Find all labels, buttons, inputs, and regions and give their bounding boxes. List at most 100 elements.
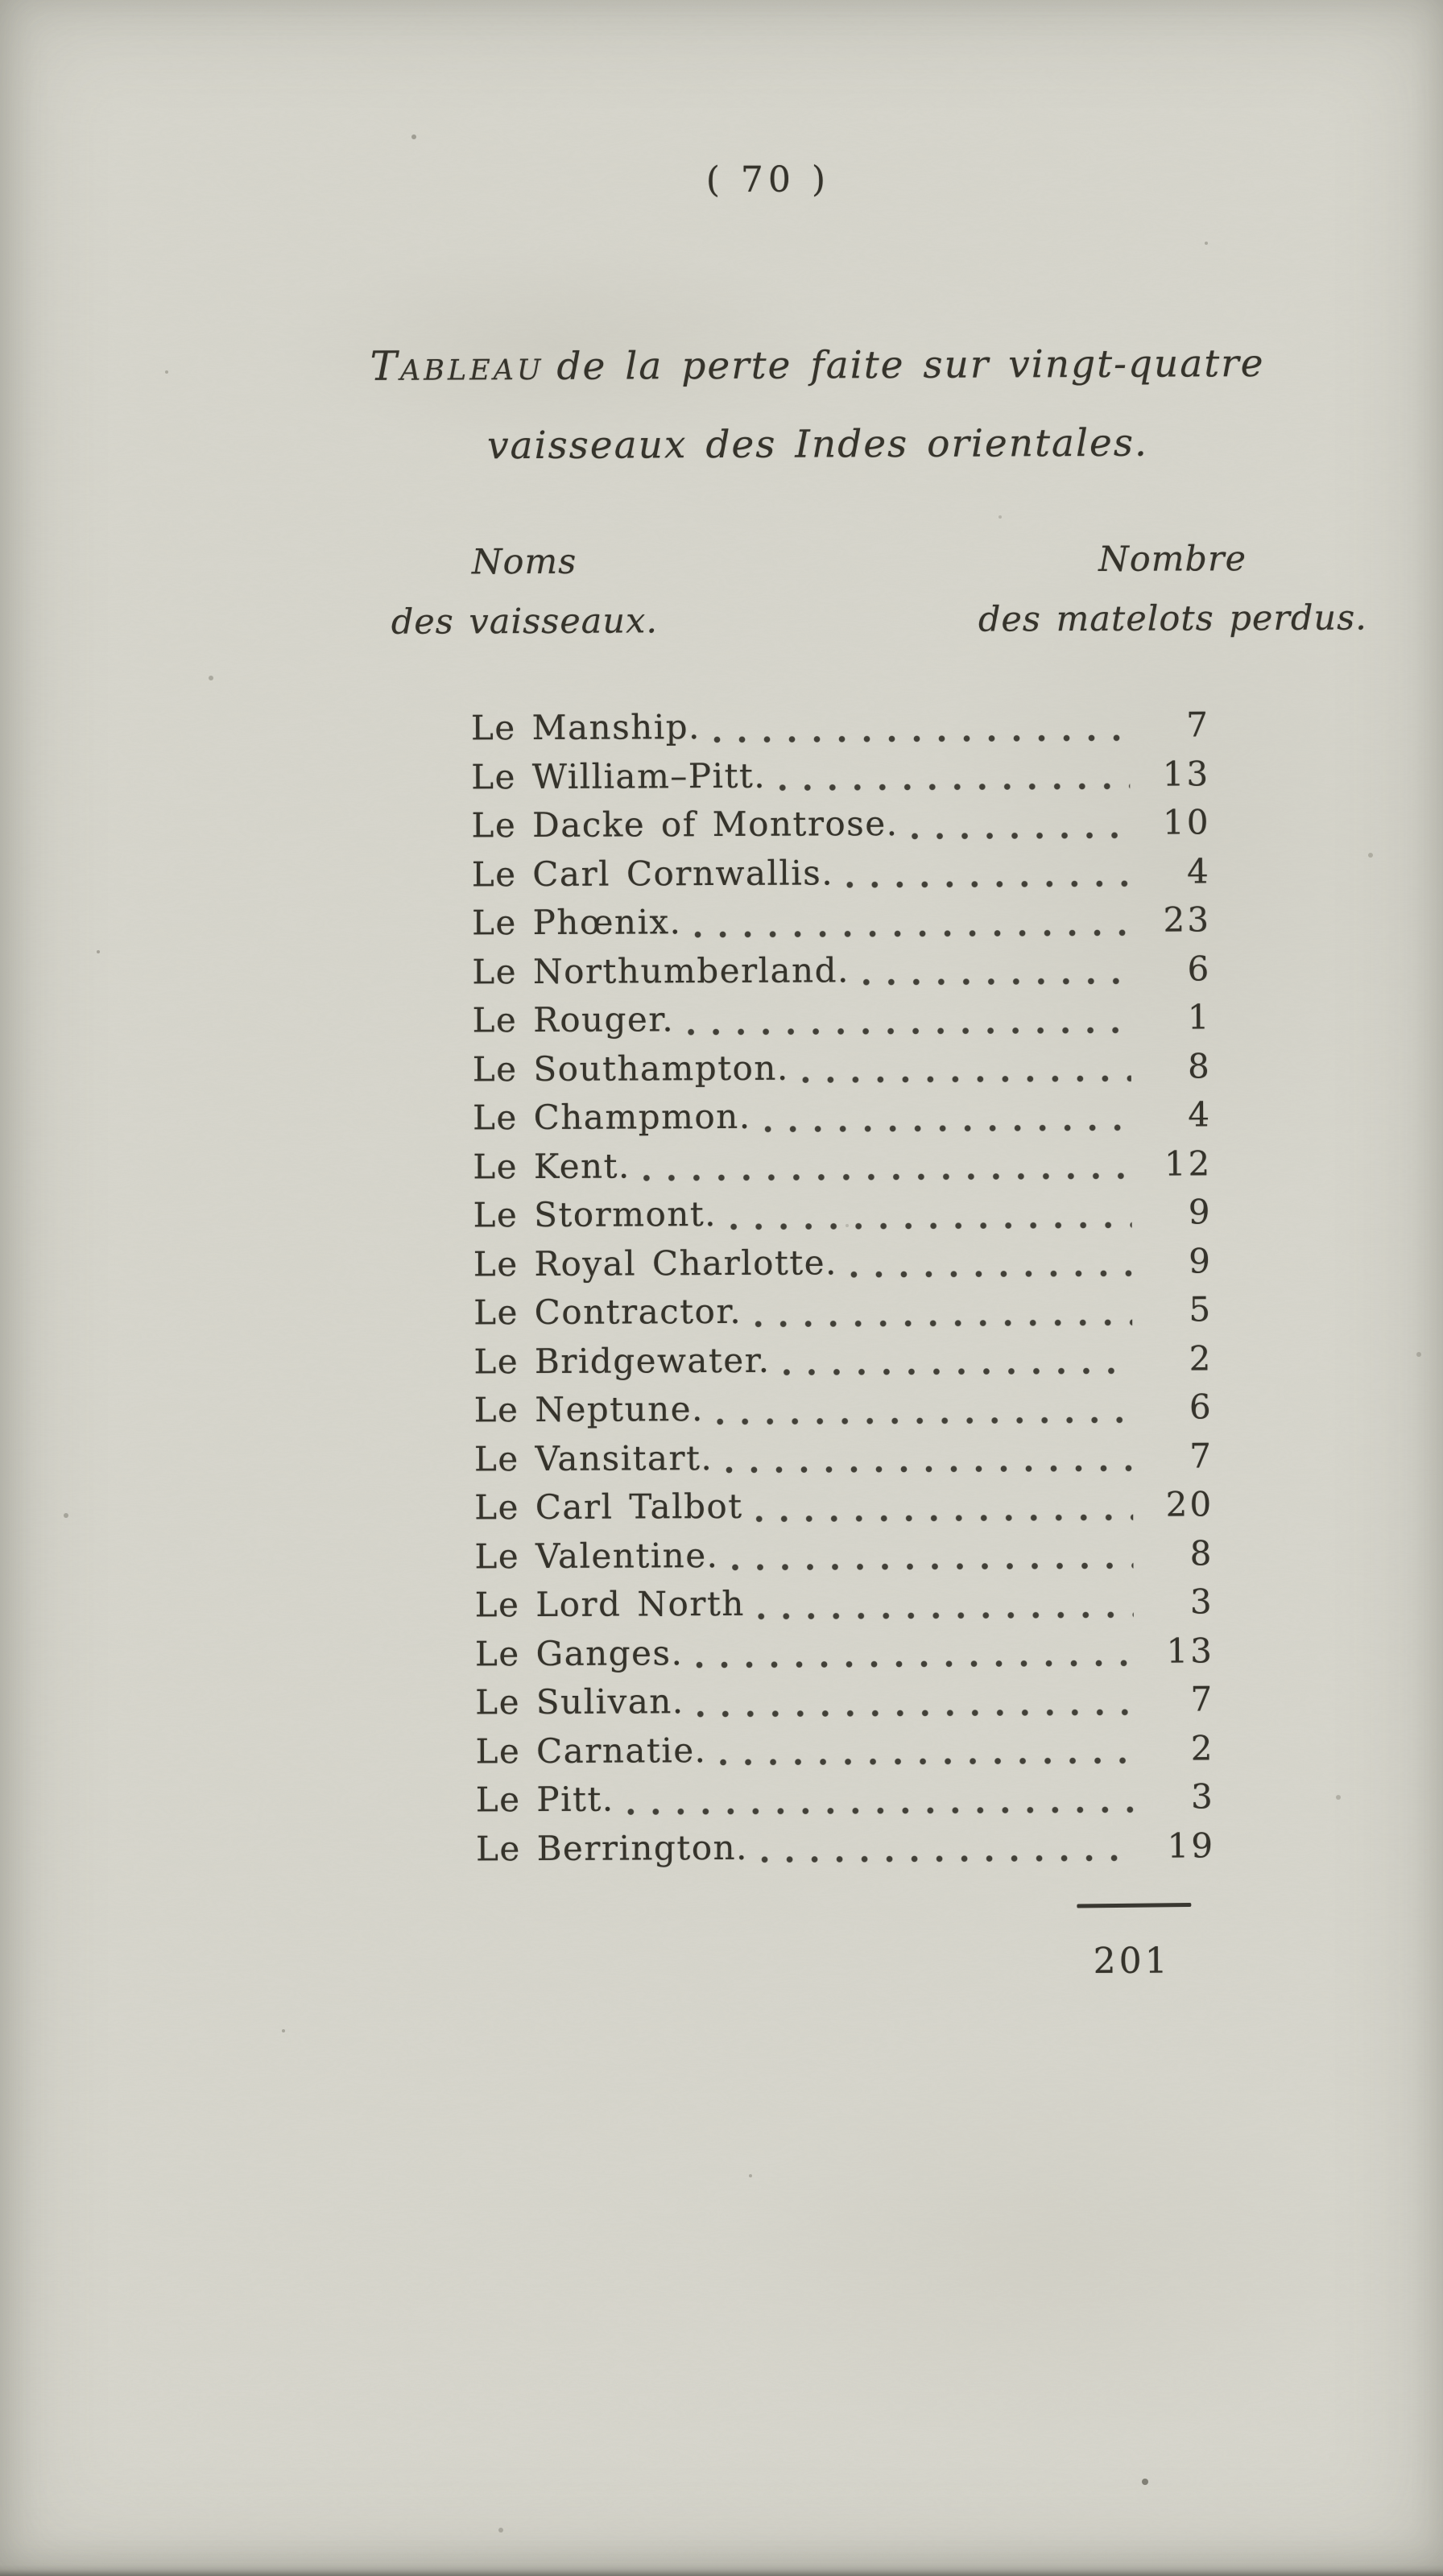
dotted-leader xyxy=(783,1367,1133,1376)
table-row: Le William–Pitt. 13 xyxy=(471,754,1210,806)
table-row: Le Neptune. 6 xyxy=(474,1387,1214,1439)
dotted-leader xyxy=(713,734,1131,743)
ship-name: Le Dacke of Montrose. xyxy=(471,804,899,846)
table-row: Le Kent. 12 xyxy=(473,1143,1212,1196)
dotted-leader xyxy=(643,1172,1132,1182)
ship-value: 7 xyxy=(1190,1679,1215,1719)
total-value: 201 xyxy=(1093,1940,1171,1982)
dotted-leader xyxy=(731,1561,1134,1571)
table-row: Le Southampton. 8 xyxy=(473,1046,1212,1098)
ship-value: 9 xyxy=(1189,1240,1213,1280)
dotted-leader xyxy=(757,1611,1134,1620)
dotted-leader xyxy=(716,1416,1133,1425)
column-header-names-line-1: Noms xyxy=(471,541,577,583)
ship-name: Le Ganges. xyxy=(474,1632,684,1673)
dotted-leader xyxy=(755,1513,1134,1523)
dotted-leader xyxy=(694,928,1131,938)
table-row: Le Ganges. 13 xyxy=(475,1631,1214,1683)
title-line-1-rest: de la perte faite sur vingt-quatre xyxy=(556,341,1265,389)
ship-name: Le Neptune. xyxy=(473,1389,705,1430)
ship-name: Le Northumberland. xyxy=(472,949,850,991)
dotted-leader xyxy=(760,1854,1135,1863)
table-row: Le Stormont. 9 xyxy=(473,1192,1212,1244)
column-header-number-line-2: des matelots perdus. xyxy=(978,597,1367,640)
ship-name: Le Phœnix. xyxy=(471,902,682,943)
ship-name: Le William–Pitt. xyxy=(471,755,767,796)
dotted-leader xyxy=(763,1123,1132,1133)
ship-name: Le Bridgewater. xyxy=(473,1340,771,1381)
ship-value: 2 xyxy=(1190,1727,1215,1768)
ship-value: 10 xyxy=(1162,802,1211,842)
dotted-leader xyxy=(862,977,1131,986)
dotted-leader xyxy=(801,1074,1131,1084)
page-number: ( 70 ) xyxy=(705,159,831,201)
ship-value: 5 xyxy=(1189,1289,1214,1329)
ship-value: 4 xyxy=(1186,850,1211,891)
dotted-leader xyxy=(697,1708,1135,1718)
dotted-leader xyxy=(696,1659,1135,1669)
ship-value: 1 xyxy=(1187,997,1212,1037)
ship-name: Le Carl Cornwallis. xyxy=(471,852,834,894)
ship-name: Le Royal Charlotte. xyxy=(473,1242,838,1284)
ship-table-rows: Le Manship. 7 Le William–Pitt. 13 Le Dac… xyxy=(471,705,1215,1877)
table-row: Le Phœnix. 23 xyxy=(472,899,1211,952)
table-row: Le Carl Cornwallis. 4 xyxy=(472,851,1211,903)
ship-name: Le Contractor. xyxy=(473,1291,742,1333)
title-lead-word: Tableau xyxy=(370,341,544,390)
ship-name: Le Southampton. xyxy=(472,1048,789,1089)
ship-value: 8 xyxy=(1189,1532,1214,1573)
table-row: Le Berrington. 19 xyxy=(476,1826,1215,1878)
ship-value: 9 xyxy=(1188,1192,1213,1232)
table-row: Le Lord North 3 xyxy=(475,1582,1214,1634)
ship-value: 12 xyxy=(1164,1143,1213,1184)
dotted-leader xyxy=(850,1269,1132,1279)
dotted-leader xyxy=(726,1464,1134,1474)
table-row: Le Sulivan. 7 xyxy=(475,1679,1214,1731)
column-header-names: Noms des vaisseaux. xyxy=(319,531,730,652)
table-row: Le Carl Talbot 20 xyxy=(474,1484,1214,1536)
ship-name: Le Rouger. xyxy=(472,999,675,1040)
table-row: Le Rouger. 1 xyxy=(472,997,1211,1049)
table-row: Le Pitt. 3 xyxy=(476,1776,1215,1829)
dotted-leader xyxy=(626,1805,1135,1816)
ship-value: 3 xyxy=(1190,1776,1215,1817)
ship-name: Le Sulivan. xyxy=(475,1681,684,1722)
ship-value: 19 xyxy=(1167,1825,1216,1866)
table-row: Le Carnatie. 2 xyxy=(475,1728,1214,1780)
ship-value: 13 xyxy=(1162,753,1211,794)
column-header-names-line-2: des vaisseaux. xyxy=(391,601,659,643)
ship-name: Le Carl Talbot xyxy=(474,1486,743,1528)
dotted-leader xyxy=(719,1756,1135,1767)
total-rule xyxy=(1077,1902,1192,1908)
table-row: Le Royal Charlotte. 9 xyxy=(473,1241,1213,1293)
ship-value: 7 xyxy=(1189,1435,1214,1475)
page-title: Tableau de la perte faite sur vingt-quatr… xyxy=(197,322,1438,487)
ship-name: Le Manship. xyxy=(470,707,701,748)
table-row: Le Bridgewater. 2 xyxy=(473,1338,1213,1391)
table-row: Le Northumberland. 6 xyxy=(472,949,1211,1001)
title-line-2: vaisseaux des Indes orientales. xyxy=(486,420,1148,469)
table-row: Le Vansitart. 7 xyxy=(474,1436,1214,1488)
dotted-leader xyxy=(755,1318,1133,1328)
ship-value: 6 xyxy=(1187,948,1212,988)
dotted-leader xyxy=(687,1026,1131,1036)
ship-name: Le Lord North xyxy=(474,1583,745,1625)
table-row: Le Dacke of Montrose. 10 xyxy=(471,802,1210,854)
ship-name: Le Berrington. xyxy=(475,1827,749,1868)
dotted-leader xyxy=(911,831,1131,840)
column-header-number-line-1: Nombre xyxy=(1098,539,1247,580)
ship-value: 20 xyxy=(1165,1484,1214,1524)
ship-name: Le Stormont. xyxy=(473,1194,717,1235)
ship-name: Le Pitt. xyxy=(475,1779,614,1820)
ship-value: 7 xyxy=(1186,705,1211,745)
ship-name: Le Vansitart. xyxy=(473,1437,713,1478)
dotted-leader xyxy=(779,782,1131,792)
table-row: Le Manship. 7 xyxy=(471,705,1210,757)
table-row: Le Valentine. 8 xyxy=(474,1533,1214,1586)
table-row: Le Contractor. 5 xyxy=(473,1289,1213,1342)
ship-value: 4 xyxy=(1188,1094,1213,1135)
ship-value: 6 xyxy=(1189,1387,1214,1427)
ship-value: 3 xyxy=(1189,1582,1214,1622)
